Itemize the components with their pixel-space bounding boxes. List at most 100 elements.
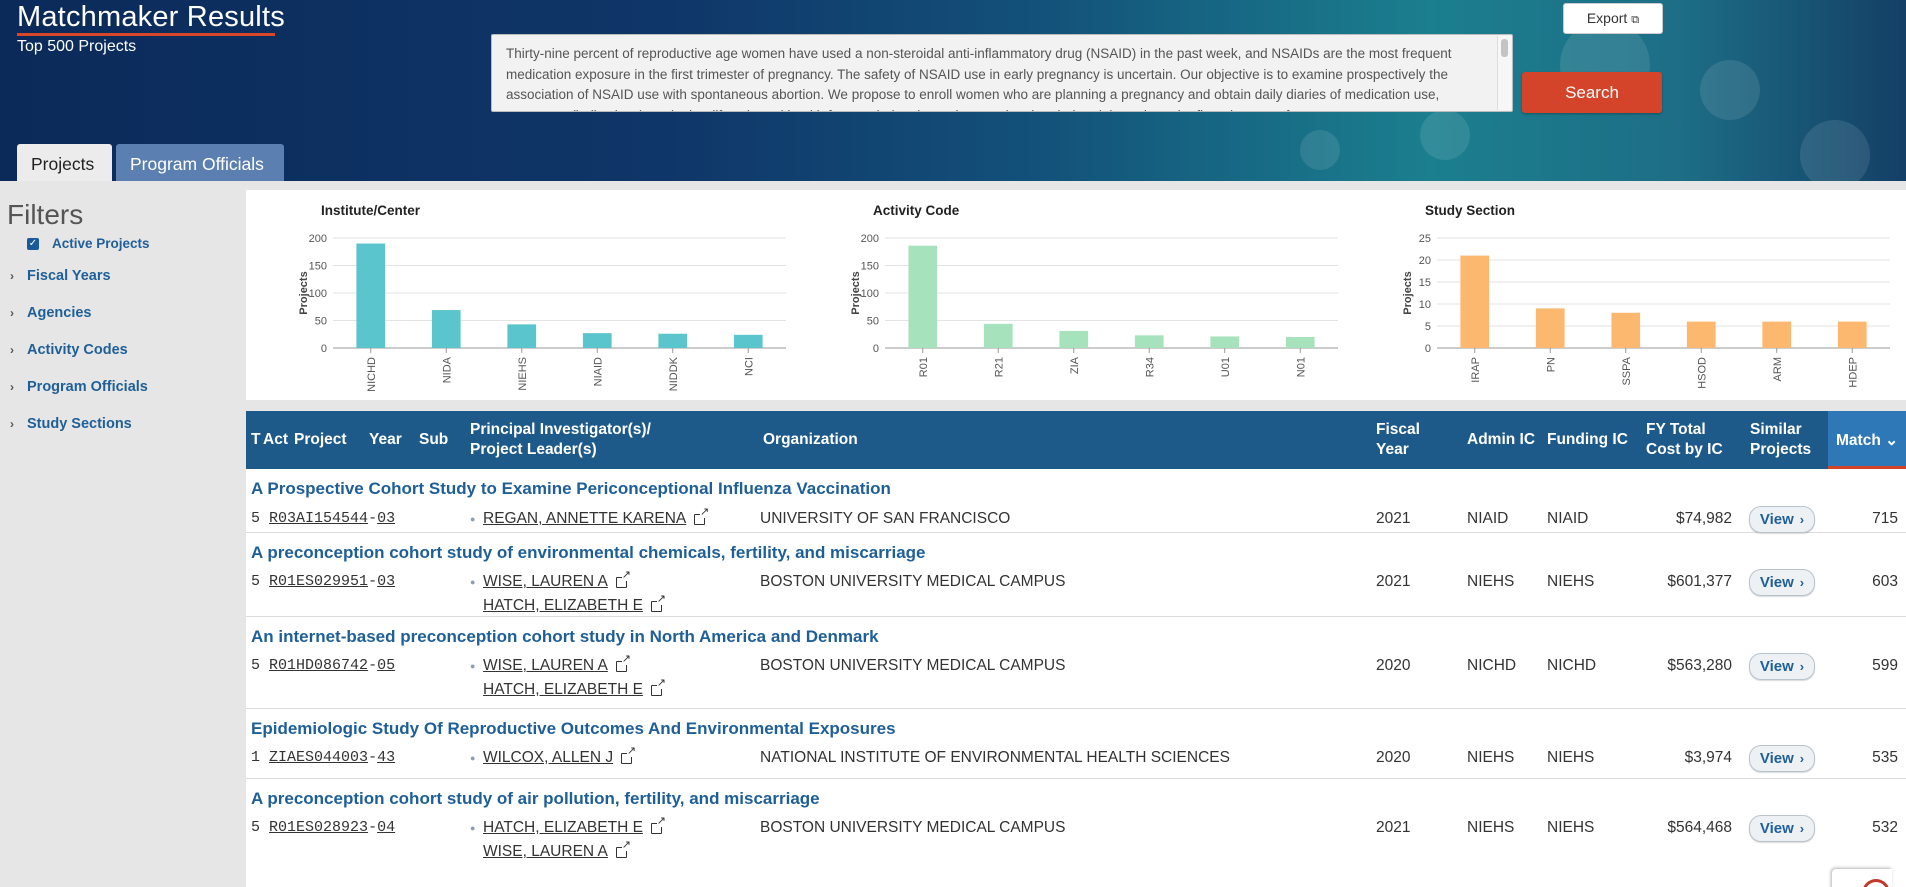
export-button[interactable]: Export ⧉ — [1563, 3, 1663, 34]
project-support-year: 05 — [377, 657, 396, 674]
page-subtitle: Top 500 Projects — [17, 38, 137, 55]
search-button[interactable]: Search — [1522, 72, 1662, 113]
chevron-right-icon: › — [10, 343, 14, 357]
project-title-link[interactable]: A Prospective Cohort Study to Examine Pe… — [251, 479, 891, 498]
col-funding-ic[interactable]: Funding IC — [1547, 431, 1628, 448]
col-admin-ic[interactable]: Admin IC — [1467, 431, 1536, 448]
fiscal-year: 2021 — [1376, 510, 1411, 527]
pi-link[interactable]: WISE, LAUREN A — [483, 573, 608, 590]
pi-link[interactable]: WISE, LAUREN A — [483, 657, 608, 674]
fy-total-cost: $74,982 — [1675, 510, 1732, 527]
bar — [1210, 336, 1240, 348]
external-link-icon[interactable] — [615, 569, 631, 588]
chevron-right-icon: › — [10, 417, 14, 431]
recaptcha-badge[interactable] — [1832, 869, 1892, 887]
filter-study-sections[interactable]: › Study Sections — [10, 416, 132, 432]
chart-title-study-section: Study Section — [1425, 203, 1516, 218]
view-label: View — [1759, 574, 1794, 591]
pi-cell: ● WISE, LAUREN A — [470, 653, 631, 675]
y-tick-label: 200 — [861, 233, 879, 245]
project-number[interactable]: 1 ZIAES044003-43 — [251, 749, 396, 766]
filter-program-officials[interactable]: › Program Officials — [10, 379, 148, 395]
pi-link[interactable]: REGAN, ANNETTE KARENA — [483, 510, 687, 527]
active-projects-filter[interactable]: ✓ Active Projects — [27, 236, 150, 251]
tab-projects[interactable]: Projects — [17, 144, 112, 181]
similar-projects-view-button[interactable]: View › — [1749, 815, 1815, 842]
sort-desc-icon: ⌄ — [1885, 432, 1899, 449]
pi-link[interactable]: WILCOX, ALLEN J — [483, 749, 614, 766]
pi-link[interactable]: HATCH, ELIZABETH E — [483, 681, 643, 698]
external-link-icon[interactable] — [650, 593, 666, 612]
external-link-icon[interactable] — [650, 677, 666, 696]
x-tick-label: IRAP — [1470, 357, 1482, 383]
query-textarea[interactable]: Thirty-nine percent of reproductive age … — [491, 34, 1513, 112]
col-similar-projects[interactable]: Similar Projects — [1750, 420, 1811, 460]
project-number[interactable]: 5 R01ES028923-04 — [251, 819, 396, 836]
filter-fiscal-years[interactable]: › Fiscal Years — [10, 268, 111, 284]
person-icon: ● — [470, 823, 476, 833]
col-project[interactable]: Project — [294, 431, 347, 448]
chart-1: 0 50 100 150 200 Projects R01 R21 ZIA R34 U01 N01 — [850, 233, 1338, 377]
col-organization[interactable]: Organization — [763, 431, 858, 448]
y-tick-label: 0 — [321, 343, 327, 355]
match-score: 603 — [1872, 573, 1898, 590]
filter-agencies[interactable]: › Agencies — [10, 305, 91, 321]
project-title-link[interactable]: A preconception cohort study of environm… — [251, 543, 926, 562]
external-link-icon[interactable] — [615, 839, 631, 858]
col-fiscal-year[interactable]: Fiscal Year — [1376, 420, 1420, 460]
tab-program-officials[interactable]: Program Officials — [116, 144, 284, 181]
similar-projects-view-button[interactable]: View › — [1749, 506, 1815, 533]
y-tick-label: 5 — [1425, 321, 1431, 333]
bar — [356, 243, 386, 348]
project-title-link[interactable]: An internet-based preconception cohort s… — [251, 627, 879, 646]
col-type[interactable]: T — [251, 431, 261, 448]
x-tick-label: R21 — [993, 357, 1005, 377]
col-activity[interactable]: Act — [263, 431, 288, 448]
external-link-icon[interactable] — [615, 653, 631, 672]
project-number[interactable]: 5 R01HD086742-05 — [251, 657, 396, 674]
col-principal-investigator[interactable]: Principal Investigator(s)/ Project Leade… — [470, 420, 651, 460]
project-title-link[interactable]: Epidemiologic Study Of Reproductive Outc… — [251, 719, 896, 738]
x-tick-label: ZIA — [1069, 356, 1081, 374]
col-similar-line1: Similar — [1750, 421, 1802, 438]
col-sub[interactable]: Sub — [419, 431, 449, 448]
y-tick-label: 200 — [309, 233, 327, 245]
col-year[interactable]: Year — [369, 431, 402, 448]
bar — [1059, 330, 1089, 348]
filter-activity-codes[interactable]: › Activity Codes — [10, 342, 128, 358]
admin-ic: NIEHS — [1467, 573, 1515, 590]
project-number[interactable]: 5 R03AI154544-03 — [251, 510, 396, 527]
active-projects-checkbox[interactable]: ✓ — [27, 237, 39, 250]
col-fy-line2: Year — [1376, 441, 1409, 458]
y-tick-label: 50 — [315, 316, 327, 328]
pi-link[interactable]: HATCH, ELIZABETH E — [483, 597, 643, 614]
results-table: A Prospective Cohort Study to Examine Pe… — [246, 469, 1906, 887]
title-underline — [17, 33, 275, 36]
admin-ic: NIEHS — [1467, 749, 1515, 766]
chart-0: 0 50 100 150 200 Projects NICHD NIDA NIEHS NIAID N… — [298, 233, 786, 392]
pi-link[interactable]: HATCH, ELIZABETH E — [483, 819, 643, 836]
organization: BOSTON UNIVERSITY MEDICAL CAMPUS — [760, 819, 1066, 836]
y-tick-label: 20 — [1419, 255, 1431, 267]
pi-link[interactable]: WISE, LAUREN A — [483, 843, 608, 860]
fy-total-cost: $601,377 — [1667, 573, 1732, 590]
similar-projects-view-button[interactable]: View › — [1749, 569, 1815, 596]
admin-ic: NICHD — [1467, 657, 1517, 674]
col-similar-line2: Projects — [1750, 441, 1812, 458]
col-match[interactable]: Match ⌄ — [1828, 411, 1906, 469]
background-decoration — [1300, 130, 1340, 170]
similar-projects-view-button[interactable]: View › — [1749, 745, 1815, 772]
similar-projects-view-button[interactable]: View › — [1749, 653, 1815, 680]
table-row: An internet-based preconception cohort s… — [246, 617, 1906, 709]
filters-sidebar: Filters ✓ Active Projects — [0, 181, 246, 887]
external-link-icon[interactable] — [650, 815, 666, 834]
organization: BOSTON UNIVERSITY MEDICAL CAMPUS — [760, 657, 1066, 674]
project-number[interactable]: 5 R01ES029951-03 — [251, 573, 396, 590]
external-link-icon[interactable] — [621, 745, 637, 764]
query-scrollbar[interactable] — [1497, 36, 1511, 110]
chevron-right-icon: › — [10, 380, 14, 394]
background-decoration — [1700, 60, 1760, 120]
col-fy-total-cost[interactable]: FY Total Cost by IC — [1646, 420, 1723, 460]
project-title-link[interactable]: A preconception cohort study of air poll… — [251, 789, 820, 808]
external-link-icon[interactable] — [694, 506, 710, 525]
